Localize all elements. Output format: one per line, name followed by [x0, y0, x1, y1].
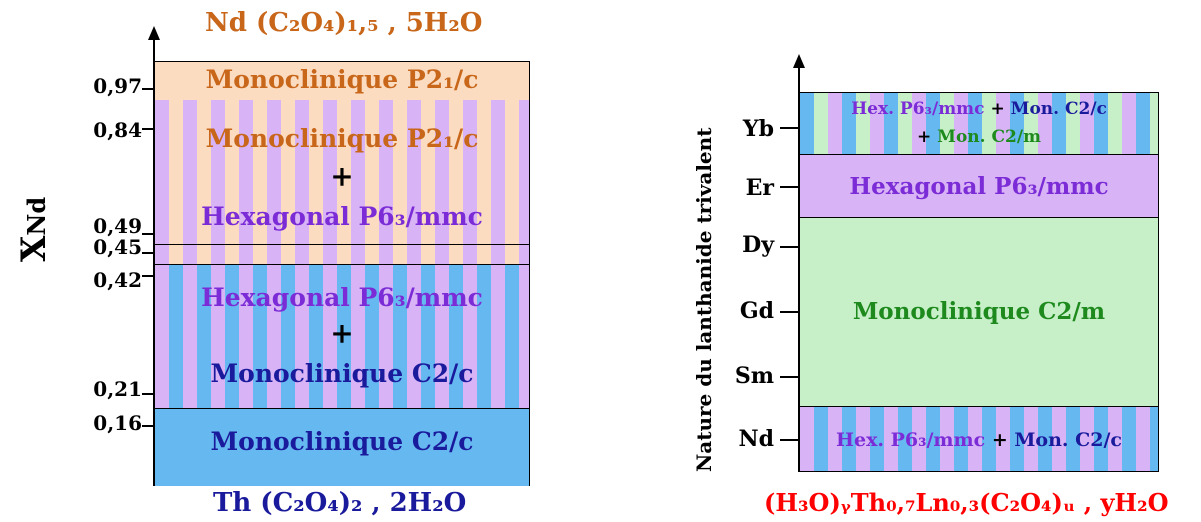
left-tick-021: 0,21 — [93, 377, 142, 401]
right-tick-yb: Yb — [742, 116, 774, 142]
left-zone2-plus: + — [330, 160, 354, 193]
left-zone2-line1: Monoclinique P2₁/c — [205, 124, 479, 153]
left-zone2-line2: Hexagonal P6₃/mmc — [201, 202, 483, 231]
right-bottom-formula: (H₃O)ᵧTh₀,₇Ln₀,₃(C₂O₄)ᵤ , yH₂O — [764, 488, 1169, 517]
left-tick-045: 0,45 — [93, 235, 142, 259]
left-tick-mark-021 — [142, 393, 154, 395]
right-zone-hexagonal: Hexagonal P6₃/mmc — [799, 154, 1159, 218]
left-tick-097: 0,97 — [93, 74, 142, 98]
left-tick-016: 0,16 — [93, 411, 142, 435]
right-tick-dy: Dy — [742, 232, 774, 258]
left-top-formula-text: Nd (C₂O₄)₁,₅ , 5H₂O — [205, 8, 483, 38]
left-zone-p21c-plus-hexagonal: Monoclinique P2₁/c + Hexagonal P6₃/mmc — [154, 100, 530, 245]
left-tick-mark-016 — [142, 425, 154, 427]
left-tick-mark-097 — [142, 88, 154, 90]
left-zone-monoclinique-c2c: Monoclinique C2/c — [154, 408, 530, 486]
left-tick-mark-042 — [142, 275, 154, 277]
left-tick-mark-049 — [142, 233, 154, 235]
left-tick-042: 0,42 — [93, 268, 142, 292]
left-zone-hexagonal-plus-c2c: Hexagonal P6₃/mmc + Monoclinique C2/c — [154, 264, 530, 409]
right-zone3-label: Monoclinique C2/m — [852, 298, 1106, 325]
left-zone1-label: Monoclinique P2₁/c — [205, 65, 479, 94]
left-zone-narrow-band — [154, 244, 530, 265]
left-zone4-line1: Hexagonal P6₃/mmc — [201, 283, 483, 312]
right-zone1-line1: Hex. P6₃/mmc + Mon. C2/c — [851, 99, 1107, 119]
left-zone-monoclinique-p21c: Monoclinique P2₁/c — [154, 61, 530, 101]
left-tick-mark-045 — [142, 252, 154, 254]
right-tick-mark-yb — [780, 127, 799, 129]
right-zone-monoclinique-c2m: Monoclinique C2/m — [799, 217, 1159, 407]
left-top-formula: Nd (C₂O₄)₁,₅ , 5H₂O — [205, 8, 482, 38]
right-tick-mark-nd — [780, 439, 799, 441]
left-axis-label: XNd — [14, 196, 54, 262]
right-zone4-label: Hex. P6₃/mmc + Mon. C2/c — [836, 429, 1122, 451]
right-zone2-label: Hexagonal P6₃/mmc — [849, 173, 1109, 200]
right-axis-label: Nature du lanthanide trivalent — [692, 127, 716, 472]
left-tick-049: 0,49 — [93, 214, 142, 238]
right-tick-sm: Sm — [734, 363, 774, 389]
right-tick-er: Er — [745, 175, 774, 201]
left-zone4-line2: Monoclinique C2/c — [210, 359, 474, 388]
left-tick-084: 0,84 — [93, 118, 142, 142]
right-tick-mark-er — [780, 186, 799, 188]
right-tick-mark-sm — [780, 376, 799, 378]
left-zone4-plus: + — [330, 317, 354, 350]
right-zone-nd-mixture: Hex. P6₃/mmc + Mon. C2/c — [799, 406, 1159, 472]
right-tick-nd: Nd — [738, 426, 775, 452]
right-zone-yb-mixture: Hex. P6₃/mmc + Mon. C2/c + Mon. C2/m — [799, 92, 1159, 155]
right-tick-mark-dy — [780, 246, 799, 248]
left-tick-mark-084 — [142, 128, 154, 130]
right-tick-mark-gd — [780, 311, 799, 313]
left-bottom-formula: Th (C₂O₄)₂ , 2H₂O — [213, 488, 467, 518]
left-zone5-label: Monoclinique C2/c — [210, 427, 474, 456]
right-tick-gd: Gd — [739, 298, 774, 324]
right-zone1-line2: + Mon. C2/m — [916, 127, 1042, 147]
